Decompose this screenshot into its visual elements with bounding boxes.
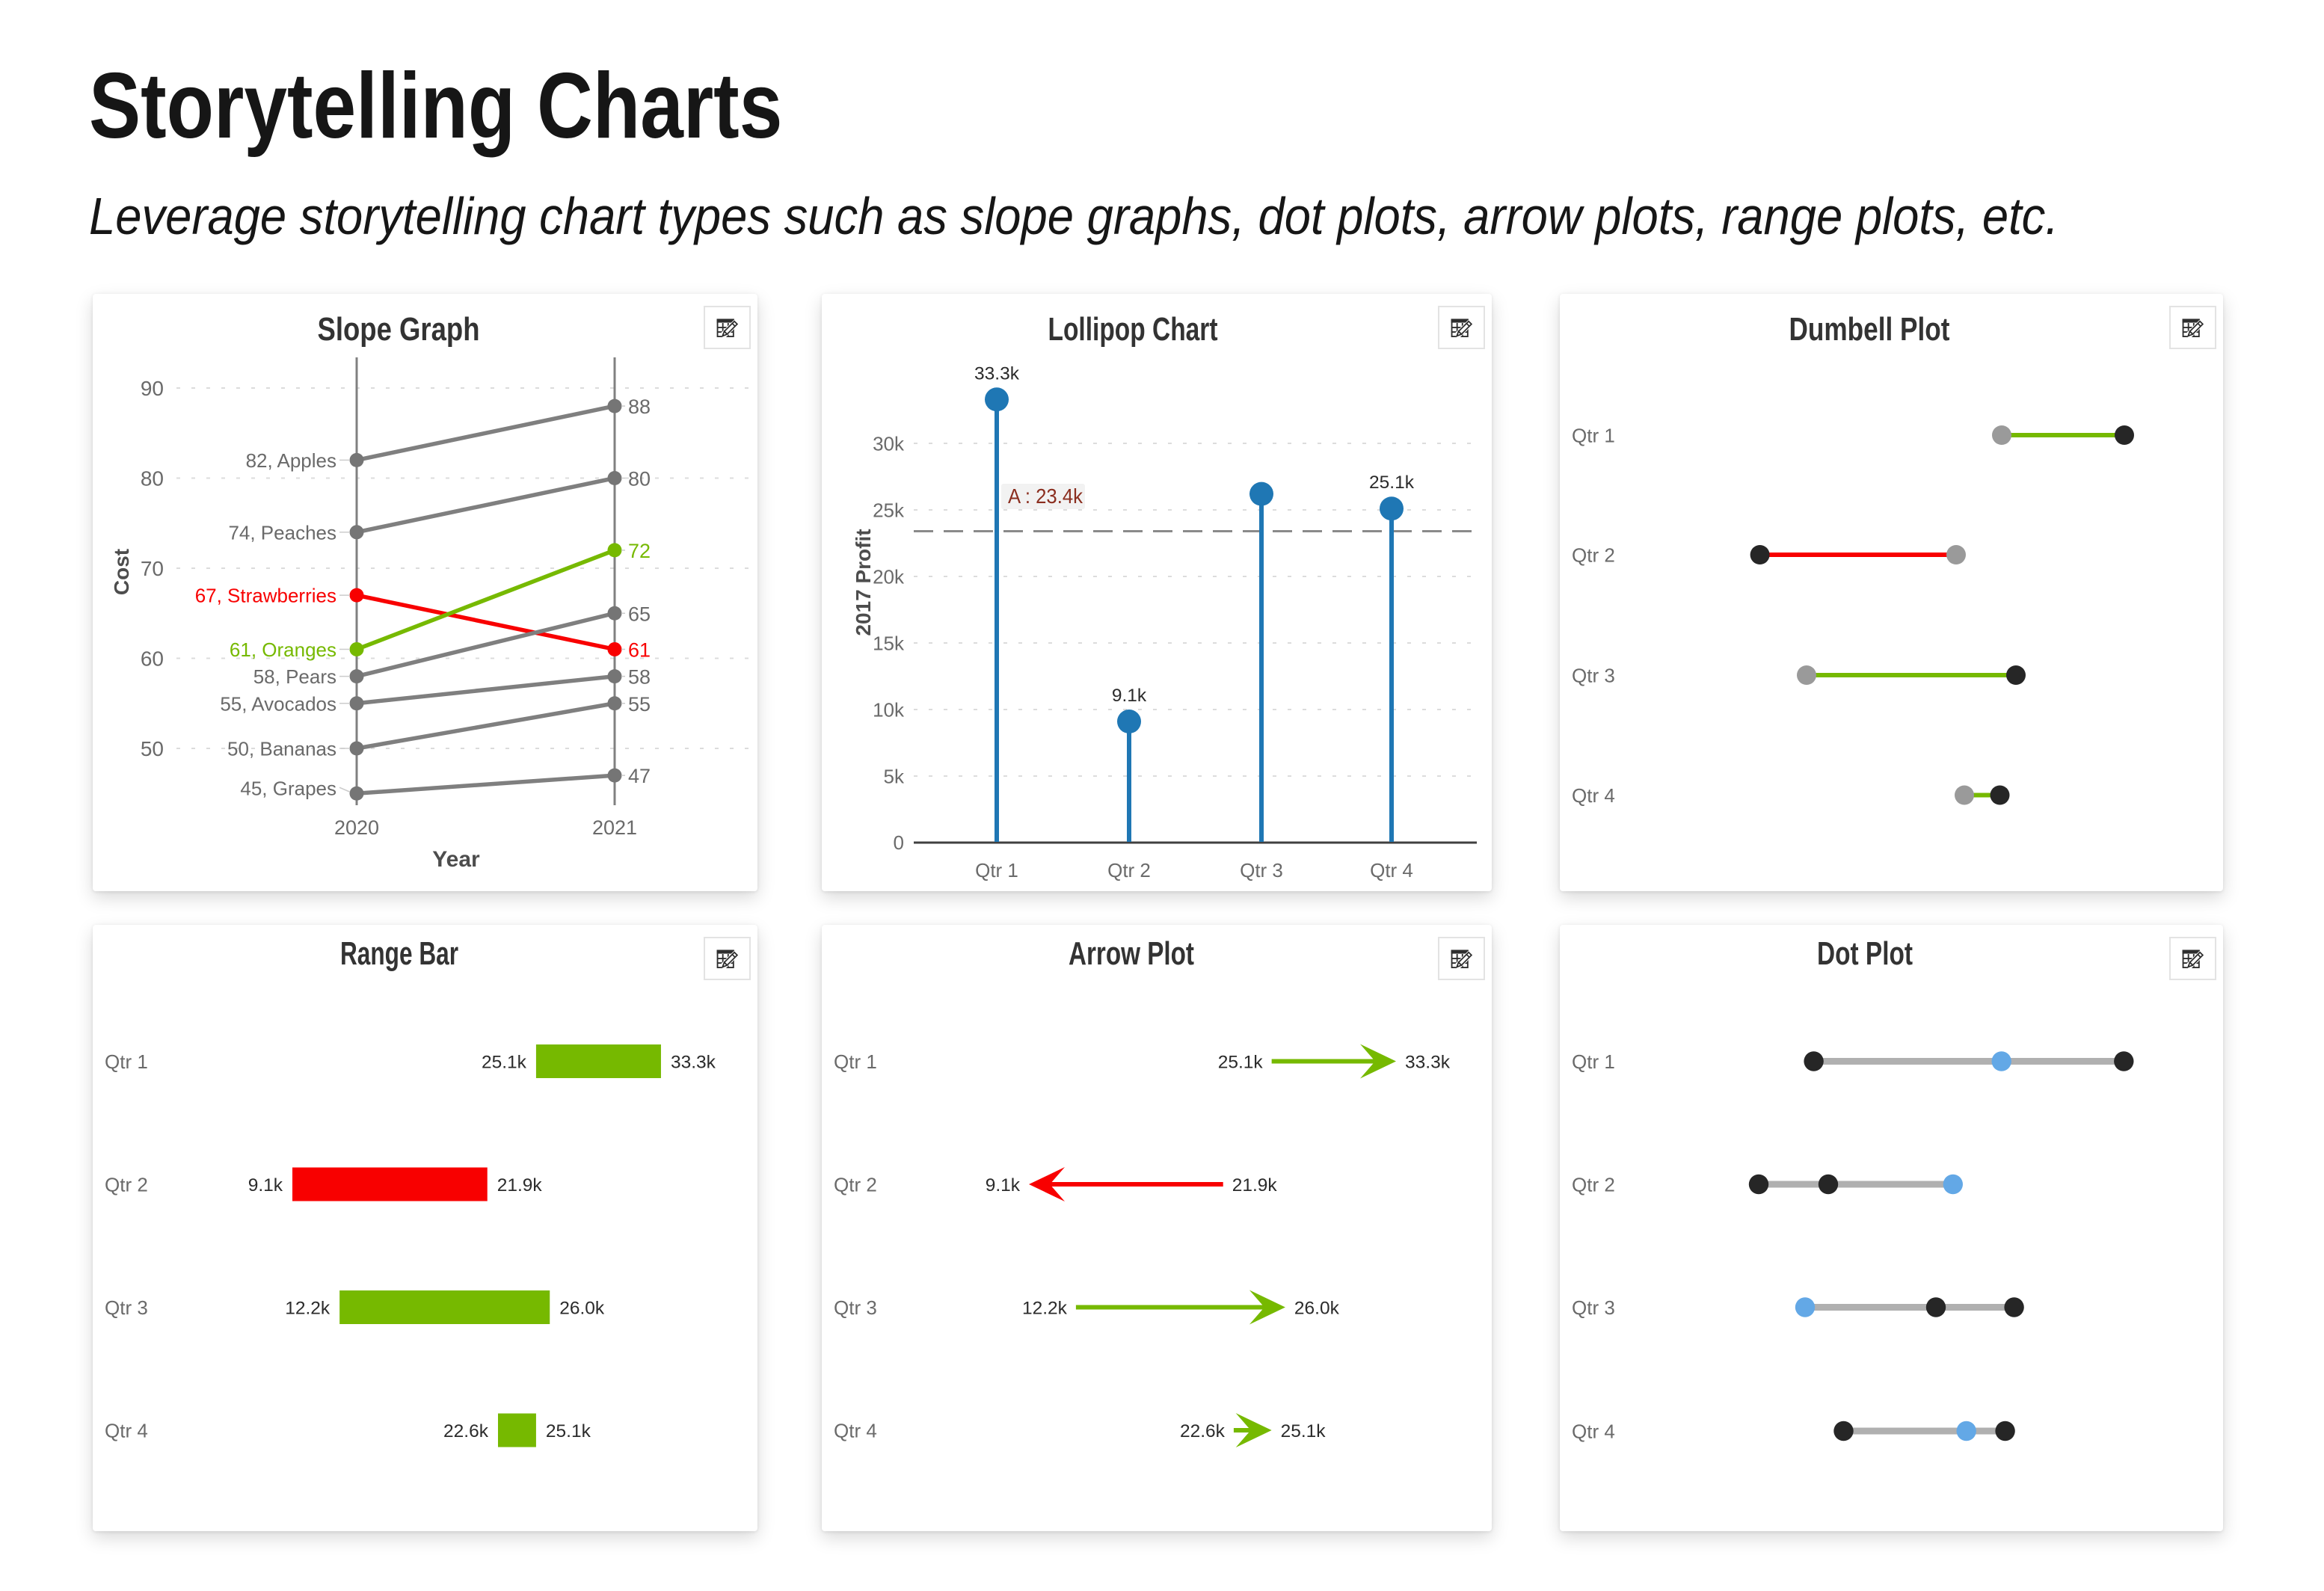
svg-text:21.9k: 21.9k bbox=[1232, 1175, 1278, 1195]
svg-text:Dot Plot: Dot Plot bbox=[1817, 935, 1913, 972]
svg-text:Qtr 3: Qtr 3 bbox=[834, 1296, 877, 1319]
svg-text:70: 70 bbox=[141, 557, 164, 580]
svg-text:25k: 25k bbox=[873, 499, 905, 522]
svg-text:25.1k: 25.1k bbox=[546, 1421, 591, 1441]
svg-text:21.9k: 21.9k bbox=[497, 1175, 543, 1195]
svg-text:Qtr 1: Qtr 1 bbox=[975, 859, 1018, 881]
svg-text:26.0k: 26.0k bbox=[559, 1299, 605, 1319]
svg-text:Lollipop Chart: Lollipop Chart bbox=[1048, 311, 1218, 348]
svg-text:30k: 30k bbox=[873, 433, 905, 455]
svg-text:22.6k: 22.6k bbox=[443, 1421, 489, 1441]
svg-text:90: 90 bbox=[141, 377, 164, 400]
svg-text:Qtr 4: Qtr 4 bbox=[1572, 1421, 1615, 1443]
svg-text:60: 60 bbox=[141, 647, 164, 671]
svg-text:9.1k: 9.1k bbox=[248, 1175, 283, 1195]
svg-text:50, Bananas: 50, Bananas bbox=[227, 738, 336, 760]
svg-text:Range Bar: Range Bar bbox=[340, 935, 458, 972]
svg-text:Qtr 4: Qtr 4 bbox=[105, 1420, 148, 1442]
svg-text:Qtr 3: Qtr 3 bbox=[105, 1296, 148, 1319]
svg-text:67, Strawberries: 67, Strawberries bbox=[195, 585, 336, 607]
svg-text:33.3k: 33.3k bbox=[1405, 1053, 1451, 1073]
svg-text:26.0k: 26.0k bbox=[1294, 1299, 1340, 1319]
svg-text:33.3k: 33.3k bbox=[974, 363, 1020, 384]
svg-text:Year: Year bbox=[432, 847, 480, 872]
svg-text:80: 80 bbox=[628, 468, 651, 490]
svg-text:Qtr 2: Qtr 2 bbox=[105, 1174, 148, 1196]
svg-text:61, Oranges: 61, Oranges bbox=[230, 638, 336, 661]
svg-text:0: 0 bbox=[894, 831, 904, 854]
svg-text:58: 58 bbox=[628, 666, 651, 689]
svg-text:74, Peaches: 74, Peaches bbox=[228, 521, 336, 544]
svg-text:Qtr 1: Qtr 1 bbox=[1572, 425, 1615, 447]
svg-text:2017 Profit: 2017 Profit bbox=[852, 529, 875, 636]
svg-text:Qtr 2: Qtr 2 bbox=[1572, 1174, 1615, 1196]
svg-text:25.1k: 25.1k bbox=[482, 1053, 527, 1073]
svg-text:5k: 5k bbox=[884, 766, 905, 788]
svg-text:Qtr 2: Qtr 2 bbox=[834, 1174, 877, 1196]
svg-text:Qtr 4: Qtr 4 bbox=[1370, 859, 1413, 881]
svg-text:Qtr 3: Qtr 3 bbox=[1572, 665, 1615, 687]
svg-text:Qtr 4: Qtr 4 bbox=[834, 1420, 877, 1442]
svg-text:9.1k: 9.1k bbox=[986, 1175, 1021, 1195]
svg-text:10k: 10k bbox=[873, 699, 905, 721]
svg-text:Qtr 3: Qtr 3 bbox=[1572, 1296, 1615, 1319]
svg-text:Qtr 2: Qtr 2 bbox=[1107, 859, 1151, 881]
svg-text:58, Pears: 58, Pears bbox=[253, 665, 336, 688]
svg-text:2020: 2020 bbox=[334, 816, 379, 839]
svg-text:88: 88 bbox=[628, 396, 651, 418]
svg-text:55: 55 bbox=[628, 693, 651, 716]
svg-text:65: 65 bbox=[628, 603, 651, 625]
svg-text:47: 47 bbox=[628, 765, 651, 787]
svg-text:15k: 15k bbox=[873, 633, 905, 655]
svg-text:Qtr 1: Qtr 1 bbox=[834, 1050, 877, 1073]
svg-text:12.2k: 12.2k bbox=[285, 1299, 331, 1319]
svg-text:Slope Graph: Slope Graph bbox=[318, 311, 480, 348]
svg-text:45, Grapes: 45, Grapes bbox=[240, 777, 336, 799]
svg-text:72: 72 bbox=[628, 540, 651, 562]
svg-text:20k: 20k bbox=[873, 566, 905, 588]
svg-text:80: 80 bbox=[141, 467, 164, 490]
svg-text:33.3k: 33.3k bbox=[671, 1053, 716, 1073]
svg-text:Qtr 1: Qtr 1 bbox=[105, 1050, 148, 1073]
svg-text:9.1k: 9.1k bbox=[1112, 686, 1147, 706]
svg-text:12.2k: 12.2k bbox=[1022, 1299, 1068, 1319]
svg-text:A : 23.4k: A : 23.4k bbox=[1008, 484, 1083, 508]
svg-text:Dumbell Plot: Dumbell Plot bbox=[1789, 311, 1950, 348]
svg-text:82, Apples: 82, Apples bbox=[246, 449, 336, 472]
svg-text:Cost: Cost bbox=[110, 549, 133, 595]
svg-text:25.1k: 25.1k bbox=[1369, 473, 1415, 493]
svg-text:Qtr 1: Qtr 1 bbox=[1572, 1050, 1615, 1073]
svg-text:Qtr 3: Qtr 3 bbox=[1240, 859, 1283, 881]
svg-text:Qtr 4: Qtr 4 bbox=[1572, 784, 1615, 807]
svg-text:2021: 2021 bbox=[592, 816, 637, 839]
svg-text:50: 50 bbox=[141, 737, 164, 760]
svg-text:22.6k: 22.6k bbox=[1180, 1421, 1226, 1441]
svg-text:Arrow Plot: Arrow Plot bbox=[1069, 935, 1194, 972]
svg-text:25.1k: 25.1k bbox=[1281, 1421, 1327, 1441]
svg-text:55, Avocados: 55, Avocados bbox=[220, 692, 336, 715]
svg-text:61: 61 bbox=[628, 638, 651, 661]
svg-text:25.1k: 25.1k bbox=[1218, 1053, 1264, 1073]
svg-text:Qtr 2: Qtr 2 bbox=[1572, 544, 1615, 567]
